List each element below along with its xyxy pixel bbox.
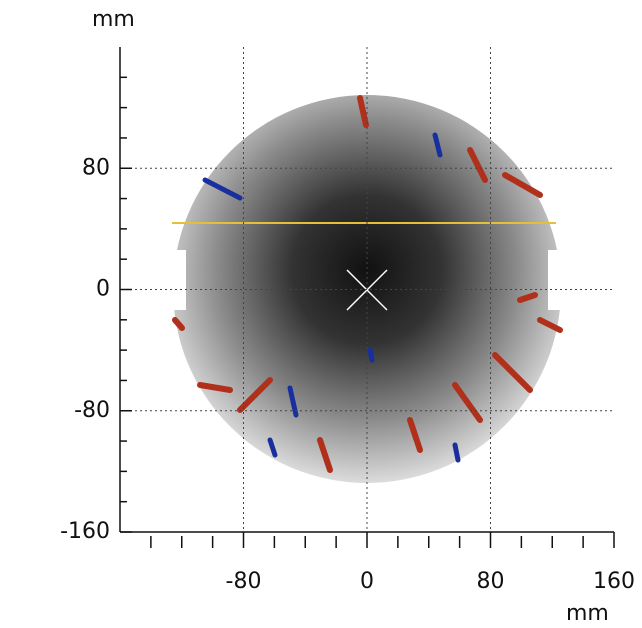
notch (160, 250, 186, 310)
blue-streaks (202, 132, 461, 463)
x-tick-label: 0 (360, 569, 374, 594)
notch (548, 250, 574, 310)
y-unit: mm (92, 7, 135, 32)
y-tick-label: 80 (82, 155, 110, 180)
x-tick-label: 80 (477, 569, 505, 594)
y-tick-label: -160 (60, 519, 110, 544)
y-tick-label: -80 (74, 398, 110, 423)
x-unit: mm (566, 601, 609, 624)
y-tick-label: 0 (96, 277, 110, 302)
x-tick-label: -80 (226, 569, 262, 594)
red-streaks (172, 95, 563, 473)
x-tick-label: 160 (593, 569, 635, 594)
